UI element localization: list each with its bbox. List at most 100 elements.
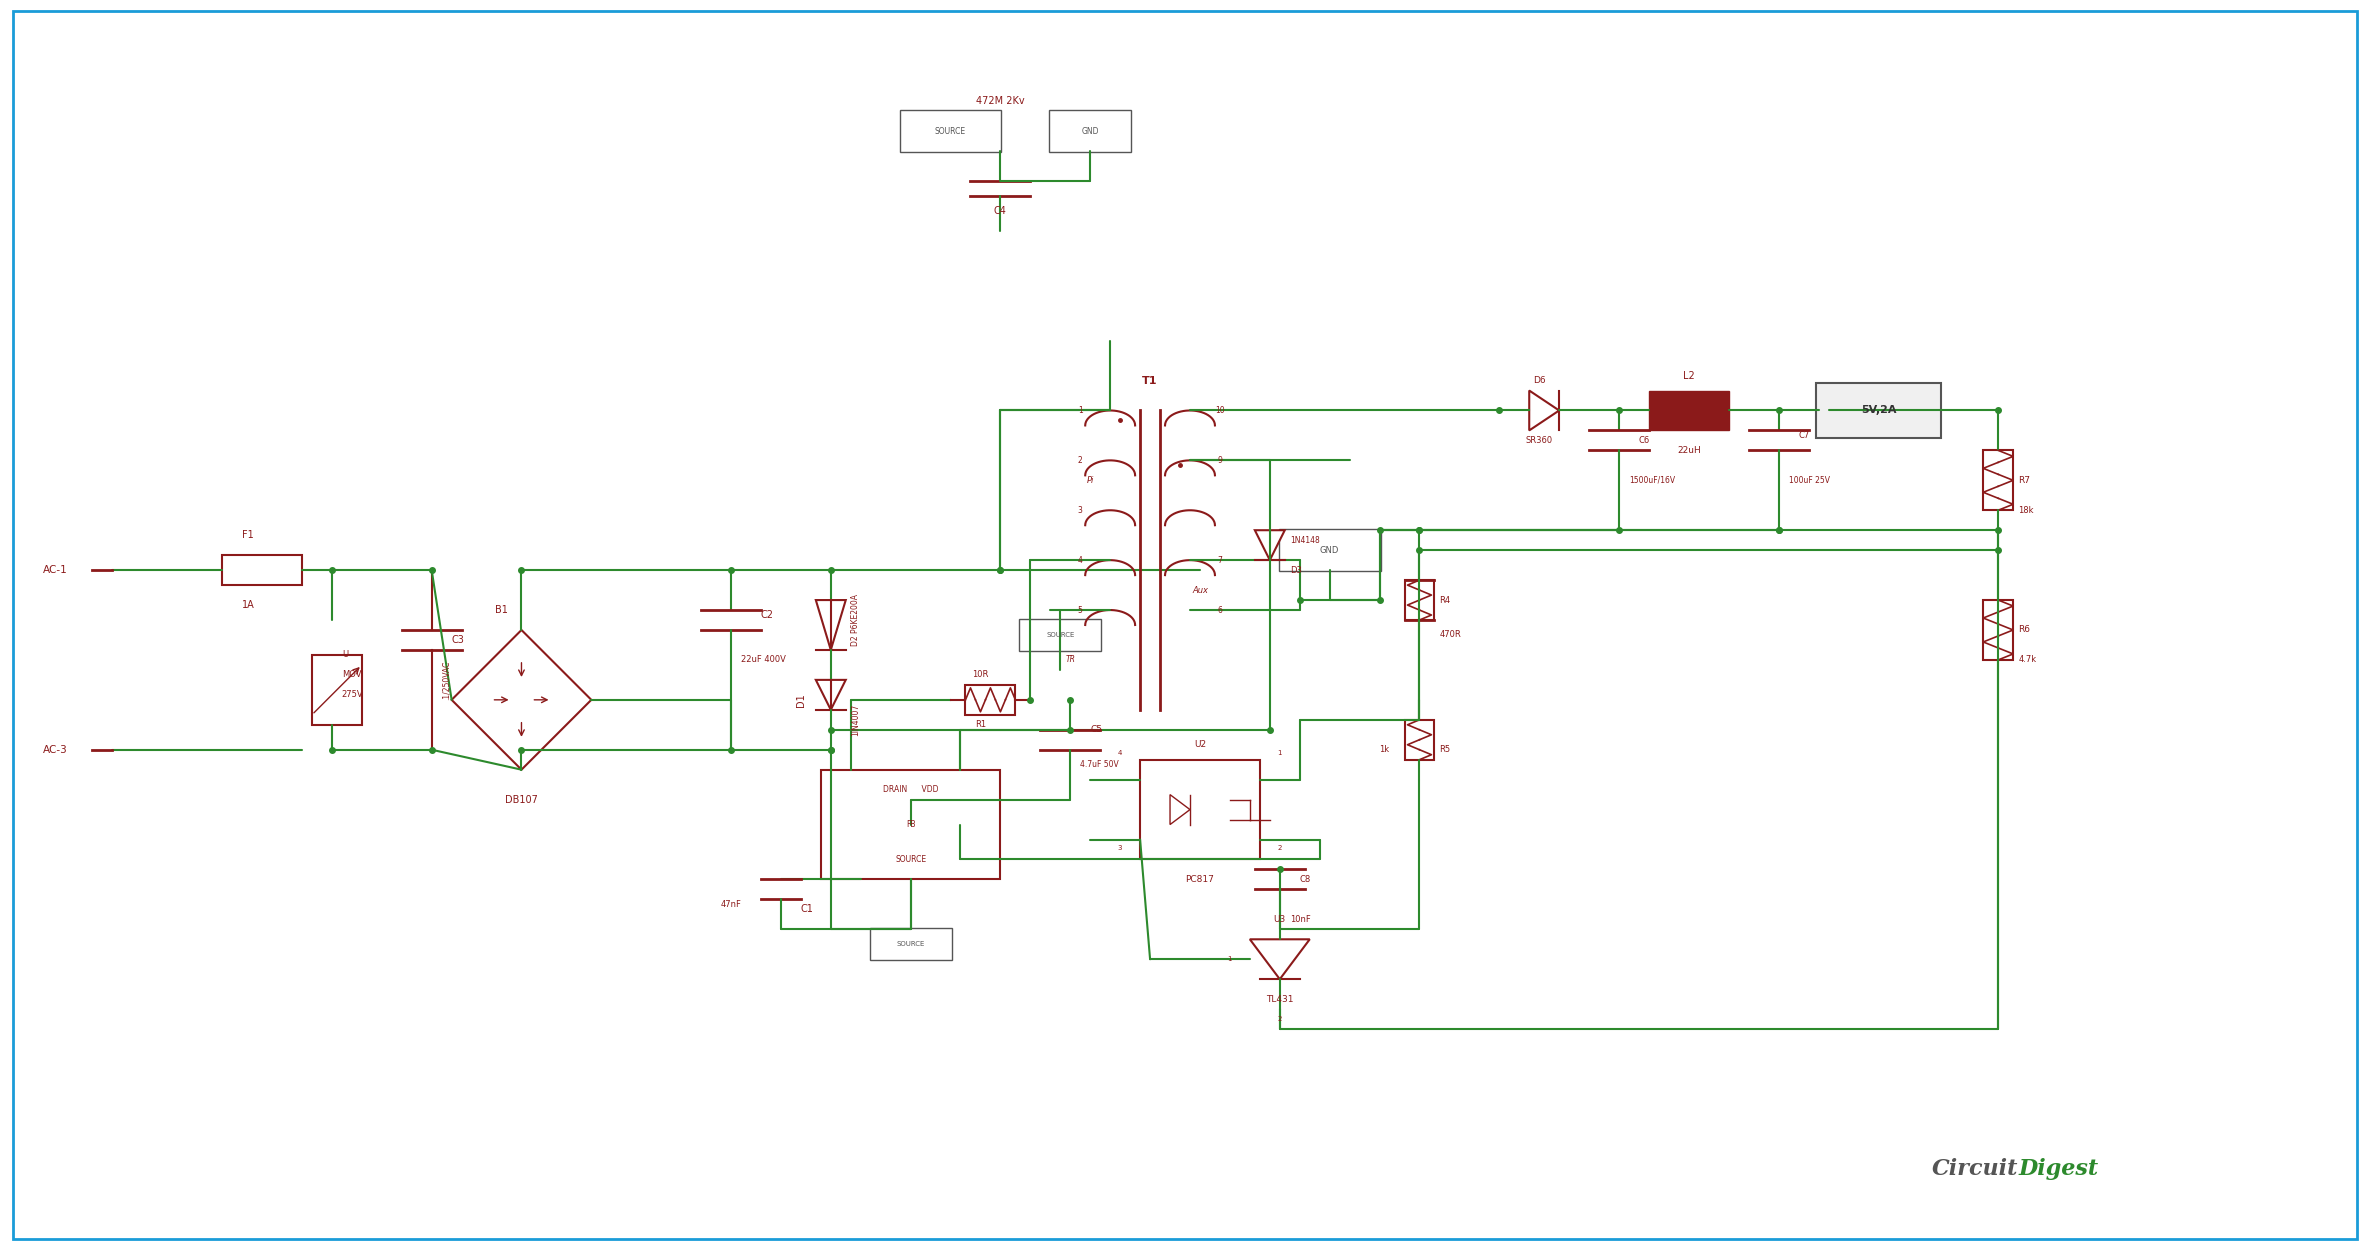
- Text: GND: GND: [1081, 126, 1100, 135]
- Text: 4: 4: [1119, 750, 1123, 756]
- Text: 1: 1: [1277, 750, 1282, 756]
- Text: 1500uF/16V: 1500uF/16V: [1628, 476, 1676, 485]
- Text: 10: 10: [1216, 406, 1225, 415]
- Text: T1: T1: [1142, 375, 1159, 385]
- Text: AC-1: AC-1: [43, 565, 66, 575]
- FancyBboxPatch shape: [1405, 720, 1434, 760]
- FancyBboxPatch shape: [820, 770, 1000, 880]
- Text: DB107: DB107: [505, 795, 538, 805]
- Text: Pi: Pi: [1085, 476, 1095, 485]
- Text: R6: R6: [2019, 625, 2031, 635]
- Text: 1N4148: 1N4148: [1289, 536, 1320, 545]
- FancyBboxPatch shape: [870, 929, 950, 960]
- Text: C2: C2: [761, 610, 775, 620]
- Text: F1: F1: [242, 530, 254, 540]
- Text: AC-3: AC-3: [43, 745, 66, 755]
- Text: 22uF 400V: 22uF 400V: [742, 655, 787, 665]
- Text: 5: 5: [1078, 605, 1083, 615]
- Text: 18k: 18k: [2019, 506, 2033, 515]
- Polygon shape: [1254, 530, 1285, 560]
- Polygon shape: [453, 630, 592, 770]
- Text: Digest: Digest: [2019, 1158, 2097, 1180]
- FancyBboxPatch shape: [1650, 390, 1728, 430]
- Text: SOURCE: SOURCE: [934, 126, 967, 135]
- Text: B1: B1: [495, 605, 507, 615]
- Text: 22uH: 22uH: [1678, 446, 1702, 455]
- Text: U: U: [341, 650, 348, 660]
- Text: R1: R1: [974, 720, 986, 729]
- Text: 5V,2A: 5V,2A: [1860, 405, 1896, 415]
- Text: U3: U3: [1273, 915, 1287, 924]
- Text: C3: C3: [453, 635, 465, 645]
- Text: SOURCE: SOURCE: [1045, 632, 1074, 638]
- Text: 1k: 1k: [1379, 745, 1389, 754]
- Text: PC817: PC817: [1185, 875, 1213, 884]
- FancyBboxPatch shape: [1280, 529, 1382, 571]
- Text: C6: C6: [1640, 436, 1650, 445]
- Text: DRAIN      VDD: DRAIN VDD: [884, 785, 939, 794]
- Text: 3: 3: [1078, 506, 1083, 515]
- Text: 3: 3: [1119, 845, 1123, 850]
- Text: 472M 2Kv: 472M 2Kv: [976, 96, 1024, 106]
- FancyBboxPatch shape: [965, 685, 1014, 715]
- FancyBboxPatch shape: [901, 110, 1003, 152]
- Polygon shape: [815, 600, 846, 650]
- Text: D1: D1: [796, 693, 806, 706]
- Text: R7: R7: [2019, 476, 2031, 485]
- FancyBboxPatch shape: [1140, 760, 1261, 860]
- FancyBboxPatch shape: [223, 555, 301, 585]
- Text: 1: 1: [1078, 406, 1083, 415]
- Text: SR360: SR360: [1526, 436, 1552, 445]
- Text: D3: D3: [1289, 565, 1301, 575]
- Text: L2: L2: [1683, 370, 1695, 380]
- Text: 4.7k: 4.7k: [2019, 655, 2036, 665]
- Text: 9: 9: [1218, 456, 1223, 465]
- Text: 470R: 470R: [1439, 630, 1462, 640]
- Text: C1: C1: [801, 904, 813, 914]
- Text: 1: 1: [1228, 956, 1232, 962]
- Text: 4.7uF 50V: 4.7uF 50V: [1081, 760, 1119, 769]
- Text: 47nF: 47nF: [720, 900, 742, 909]
- Text: 100uF 25V: 100uF 25V: [1789, 476, 1830, 485]
- Text: R4: R4: [1439, 595, 1450, 605]
- Text: Aux: Aux: [1192, 585, 1209, 595]
- Text: C4: C4: [993, 206, 1007, 216]
- FancyBboxPatch shape: [1984, 600, 2012, 660]
- Text: C7: C7: [1799, 431, 1811, 440]
- Text: MOV: MOV: [341, 670, 360, 680]
- Text: 275V: 275V: [341, 690, 363, 699]
- Text: SOURCE: SOURCE: [896, 941, 924, 948]
- Text: 2: 2: [1277, 1016, 1282, 1022]
- Text: FB: FB: [905, 820, 915, 829]
- Text: 2: 2: [1078, 456, 1083, 465]
- Text: TR: TR: [1066, 655, 1076, 665]
- Text: C8: C8: [1299, 875, 1311, 884]
- FancyBboxPatch shape: [12, 11, 2358, 1239]
- Text: SOURCE: SOURCE: [896, 855, 927, 864]
- FancyBboxPatch shape: [313, 655, 363, 725]
- Text: 10nF: 10nF: [1289, 915, 1311, 924]
- Text: 1IN4007: 1IN4007: [851, 704, 860, 736]
- Polygon shape: [1249, 939, 1311, 979]
- Text: 1A: 1A: [242, 600, 256, 610]
- Text: 7: 7: [1218, 556, 1223, 565]
- FancyBboxPatch shape: [1050, 110, 1130, 152]
- Text: .1/250VAC: .1/250VAC: [441, 660, 450, 700]
- Text: C5: C5: [1090, 725, 1102, 734]
- Text: 2: 2: [1277, 845, 1282, 850]
- Text: D2 P6KE200A: D2 P6KE200A: [851, 594, 860, 646]
- Polygon shape: [1171, 795, 1190, 825]
- Text: 4: 4: [1078, 556, 1083, 565]
- Text: 10R: 10R: [972, 670, 988, 680]
- FancyBboxPatch shape: [1984, 450, 2012, 510]
- FancyBboxPatch shape: [1815, 382, 1941, 439]
- Text: R5: R5: [1439, 745, 1450, 754]
- Text: D6: D6: [1533, 376, 1545, 385]
- Text: 6: 6: [1218, 605, 1223, 615]
- Text: U2: U2: [1194, 740, 1206, 749]
- Polygon shape: [815, 680, 846, 710]
- Text: GND: GND: [1320, 546, 1339, 555]
- Polygon shape: [1529, 390, 1559, 430]
- FancyBboxPatch shape: [1405, 580, 1434, 620]
- FancyBboxPatch shape: [1019, 619, 1102, 651]
